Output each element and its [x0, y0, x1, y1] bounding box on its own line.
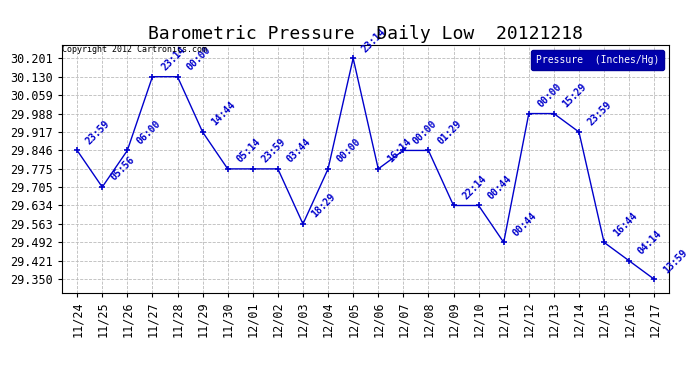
Text: 14:44: 14:44: [210, 100, 237, 128]
Text: 23:14: 23:14: [159, 45, 187, 72]
Text: 23:59: 23:59: [586, 100, 614, 128]
Title: Barometric Pressure  Daily Low  20121218: Barometric Pressure Daily Low 20121218: [148, 26, 583, 44]
Text: 06:00: 06:00: [135, 118, 162, 146]
Text: 23:59: 23:59: [84, 118, 112, 146]
Text: 23:14: 23:14: [360, 26, 388, 54]
Text: 18:29: 18:29: [310, 192, 338, 220]
Text: 04:14: 04:14: [636, 229, 664, 256]
Text: 22:14: 22:14: [460, 174, 489, 201]
Text: 00:44: 00:44: [486, 174, 513, 201]
Text: 05:56: 05:56: [109, 155, 137, 183]
Text: 00:00: 00:00: [535, 81, 564, 110]
Text: 00:00: 00:00: [184, 45, 213, 72]
Text: 16:44: 16:44: [611, 210, 639, 238]
Text: 13:59: 13:59: [661, 247, 689, 275]
Text: 00:00: 00:00: [335, 137, 363, 165]
Text: 01:29: 01:29: [435, 118, 463, 146]
Text: 00:44: 00:44: [511, 210, 538, 238]
Text: 00:00: 00:00: [411, 118, 438, 146]
Text: 15:29: 15:29: [561, 81, 589, 110]
Text: 03:44: 03:44: [285, 137, 313, 165]
Text: 23:59: 23:59: [259, 137, 288, 165]
Legend: Pressure  (Inches/Hg): Pressure (Inches/Hg): [531, 50, 664, 70]
Text: 16:14: 16:14: [385, 137, 413, 165]
Text: 05:14: 05:14: [235, 137, 262, 165]
Text: Copyright 2012 Cartronics.com: Copyright 2012 Cartronics.com: [62, 45, 207, 54]
